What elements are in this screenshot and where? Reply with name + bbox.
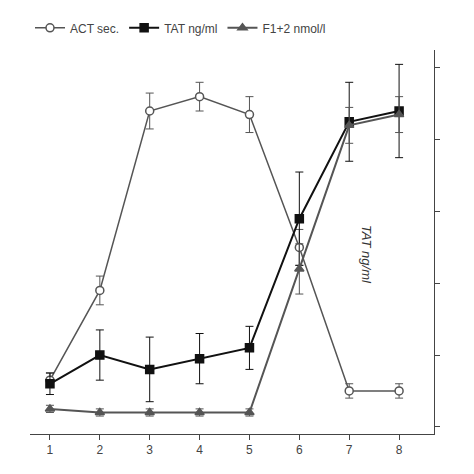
svg-text:F1+2 nmol/l: F1+2 nmol/l: [262, 22, 325, 36]
svg-text:1: 1: [47, 443, 54, 457]
svg-text:4: 4: [196, 443, 203, 457]
svg-text:3: 3: [146, 443, 153, 457]
svg-text:TAT ng/ml: TAT ng/ml: [359, 225, 374, 284]
svg-text:6: 6: [296, 443, 303, 457]
svg-text:7: 7: [346, 443, 353, 457]
svg-text:5: 5: [246, 443, 253, 457]
svg-text:2: 2: [96, 443, 103, 457]
svg-text:ACT sec.: ACT sec.: [70, 22, 119, 36]
svg-text:TAT ng/ml: TAT ng/ml: [164, 22, 217, 36]
svg-text:8: 8: [396, 443, 403, 457]
